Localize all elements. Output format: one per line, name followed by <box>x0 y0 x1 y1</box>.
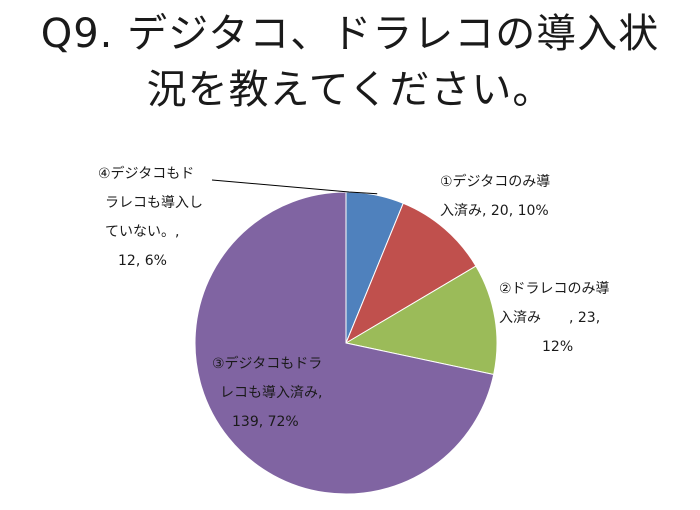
data-label-digitaco-only: ①デジタコのみ導 入済み, 20, 10% <box>440 168 550 226</box>
slice-drareco-only <box>344 265 498 376</box>
label-line: ③デジタコもドラ <box>212 356 323 372</box>
title-line-1: Q9. デジタコ、ドラレコの導入状 <box>40 11 660 57</box>
data-label-not-installed: ④デジタコもド ラレコも導入し ていない。, 12, 6% <box>98 160 203 276</box>
label-line: レコも導入済み, <box>220 385 323 401</box>
data-label-drareco-only: ②ドラレコのみ導 入済み , 23, 12% <box>499 275 610 362</box>
label-line: ラレコも導入し <box>105 195 203 211</box>
label-line: 入済み , 23, <box>499 310 601 326</box>
label-line: ②ドラレコのみ導 <box>499 281 610 297</box>
label-line: ていない。, <box>105 224 180 240</box>
title-line-2: 況を教えてください。 <box>146 67 554 113</box>
data-label-both-installed: ③デジタコもドラ レコも導入済み, 139, 72% <box>212 350 322 437</box>
label-line: 入済み, 20, 10% <box>440 203 549 219</box>
label-line: ①デジタコのみ導 <box>440 174 551 190</box>
chart-title: Q9. デジタコ、ドラレコの導入状 況を教えてください。 <box>0 6 700 118</box>
slice-both-installed <box>194 191 495 495</box>
label-line: 12% <box>542 339 574 355</box>
leader-line <box>211 179 378 195</box>
label-line: ④デジタコもド <box>98 166 195 182</box>
slice-digitaco-only <box>344 202 477 345</box>
label-line: 139, 72% <box>232 414 299 430</box>
label-line: 12, 6% <box>118 253 167 269</box>
